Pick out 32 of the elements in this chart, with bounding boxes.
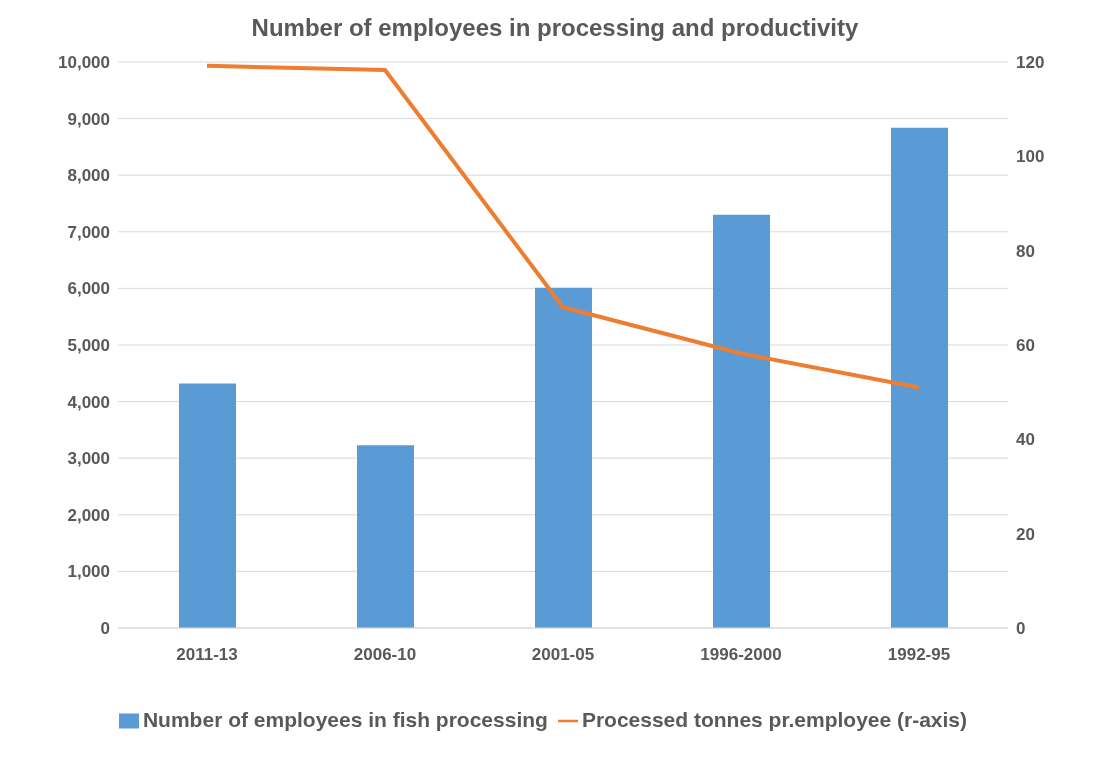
x-tick-label: 1992-95: [887, 645, 951, 665]
bar: [713, 214, 770, 628]
y-tick-label: 3,000: [67, 449, 110, 469]
y-tick-label: 1,000: [67, 562, 110, 582]
bar: [891, 127, 948, 628]
line-series: [205, 63, 921, 390]
legend-label: Number of employees in fish processing: [142, 708, 548, 731]
y2-tick-label: 0: [1016, 619, 1026, 639]
y-tick-label: 8,000: [67, 166, 110, 186]
y-tick-label: 5,000: [67, 336, 110, 356]
y-tick-label: 0: [100, 619, 110, 639]
bar: [179, 383, 236, 628]
y-tick-label: 4,000: [67, 392, 110, 412]
bar: [357, 445, 414, 628]
x-tick-label: 2001-05: [531, 645, 595, 665]
x-tick-label: 2006-10: [353, 645, 417, 665]
y2-tick-label: 40: [1016, 430, 1035, 450]
chart-title: Number of employees in processing and productivity: [250, 13, 860, 42]
y2-tick-label: 20: [1016, 524, 1035, 544]
x-tick-label: 2011-13: [176, 645, 238, 665]
y-tick-label: 7,000: [67, 222, 110, 242]
y2-tick-label: 120: [1016, 53, 1045, 73]
y-tick-label: 2,000: [67, 505, 110, 525]
y-tick-label: 9,000: [67, 109, 110, 129]
y-tick-label: 10,000: [58, 53, 110, 73]
y2-tick-label: 60: [1016, 336, 1035, 356]
y-tick-label: 6,000: [67, 279, 110, 299]
legend-label: Processed tonnes pr.employee (r-axis): [581, 708, 968, 731]
bar: [535, 287, 592, 628]
y2-tick-label: 100: [1016, 147, 1045, 167]
y2-tick-label: 80: [1016, 241, 1035, 261]
x-tick-label: 1996-2000: [700, 645, 782, 665]
